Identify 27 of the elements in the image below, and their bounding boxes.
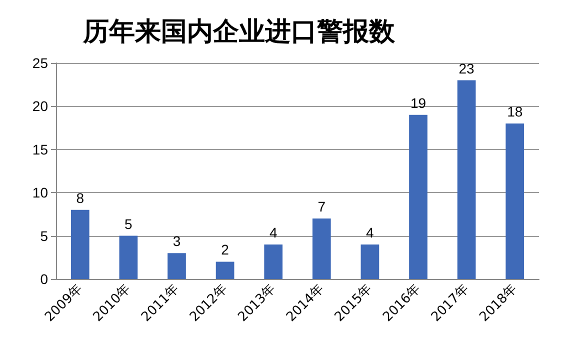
bar <box>409 114 428 279</box>
data-label: 3 <box>172 233 181 250</box>
bar <box>70 210 90 279</box>
data-label: 2 <box>221 242 230 258</box>
bar <box>457 80 476 279</box>
y-tick-label: 20 <box>32 98 48 114</box>
y-tick-label: 10 <box>32 184 48 201</box>
bar <box>119 236 138 279</box>
y-tick-label: 5 <box>40 228 48 244</box>
bar <box>168 253 186 279</box>
data-label: 4 <box>269 224 278 240</box>
data-label: 7 <box>318 198 326 215</box>
bar <box>312 218 331 279</box>
data-label: 5 <box>124 216 133 232</box>
bar <box>264 244 283 279</box>
data-label: 19 <box>410 94 426 111</box>
y-tick-label: 15 <box>32 141 48 158</box>
y-tick-label: 25 <box>32 55 48 71</box>
y-tick-label: 0 <box>40 271 48 287</box>
data-label: 18 <box>507 103 523 120</box>
bar <box>360 244 380 279</box>
data-label: 8 <box>76 190 84 206</box>
data-label: 23 <box>458 60 475 76</box>
bar <box>506 123 524 279</box>
data-label: 4 <box>366 224 374 240</box>
bar <box>216 262 234 279</box>
chart-title: 历年来国内企业进口警报数 <box>82 17 396 47</box>
